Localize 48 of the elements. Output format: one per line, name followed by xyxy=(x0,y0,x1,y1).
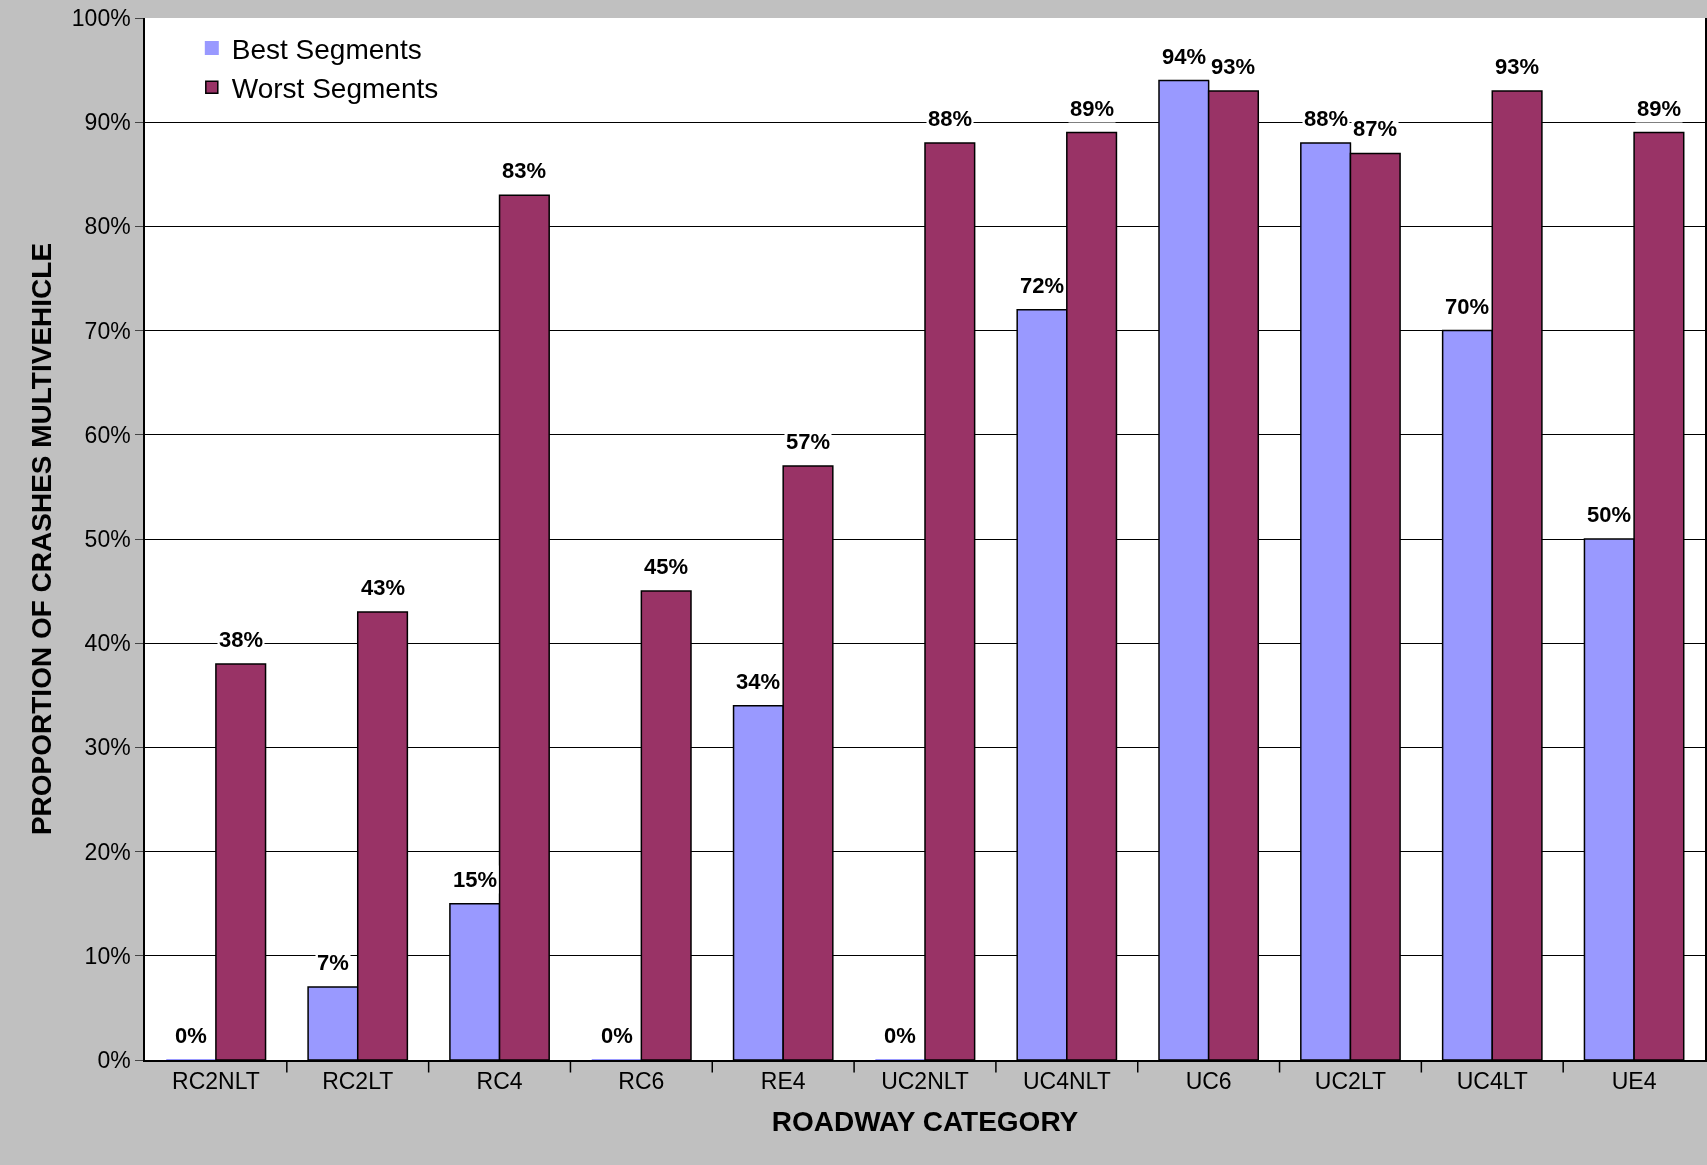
y-tick-label: 90% xyxy=(84,109,131,136)
data-label: 57% xyxy=(786,429,831,454)
data-label: 88% xyxy=(1304,106,1349,131)
data-label: 50% xyxy=(1587,502,1632,527)
y-tick-label: 100% xyxy=(71,5,131,32)
y-tick-label: 60% xyxy=(84,421,131,448)
data-label: 88% xyxy=(928,106,973,131)
x-tick-label: RC2NLT xyxy=(172,1068,260,1095)
data-label: 34% xyxy=(736,669,781,694)
data-label: 72% xyxy=(1020,273,1065,298)
data-label: 38% xyxy=(219,627,264,652)
x-tick-label: UE4 xyxy=(1611,1068,1657,1095)
y-tick-label: 30% xyxy=(84,734,131,761)
data-label: 70% xyxy=(1445,294,1490,319)
y-tick-label: 40% xyxy=(84,630,131,657)
x-tick-label: UC2NLT xyxy=(881,1068,969,1095)
data-label: 93% xyxy=(1211,54,1256,79)
x-tick-label: UC2LT xyxy=(1314,1068,1387,1095)
x-tick-label: RC6 xyxy=(618,1068,665,1095)
x-tick-label: RE4 xyxy=(760,1068,806,1095)
y-axis-title: PROPORTION OF CRASHES MULTIVEHICLE xyxy=(26,242,58,836)
data-label: 7% xyxy=(317,950,349,975)
y-tick-label: 10% xyxy=(84,942,131,969)
y-tick-label: 0% xyxy=(97,1047,131,1074)
data-label: 43% xyxy=(361,575,406,600)
x-tick-label: UC6 xyxy=(1185,1068,1232,1095)
data-label: 0% xyxy=(601,1023,633,1048)
legend-label: Best Segments xyxy=(231,33,422,65)
data-label: 15% xyxy=(453,867,498,892)
y-tick-label: 80% xyxy=(84,213,131,240)
data-label: 89% xyxy=(1070,96,1115,121)
x-tick-label: UC4LT xyxy=(1456,1068,1528,1095)
y-tick-label: 70% xyxy=(84,317,131,344)
data-label: 0% xyxy=(175,1023,207,1048)
x-axis-title: ROADWAY CATEGORY xyxy=(771,1105,1079,1137)
data-label: 87% xyxy=(1353,116,1398,141)
x-tick-label: RC4 xyxy=(476,1068,523,1095)
legend-label: Worst Segments xyxy=(231,73,439,105)
data-label: 93% xyxy=(1495,54,1540,79)
x-tick-label: RC2LT xyxy=(322,1068,394,1095)
y-tick-label: 20% xyxy=(84,838,131,865)
data-label: 94% xyxy=(1162,44,1207,69)
data-label: 83% xyxy=(502,158,547,183)
x-tick-label: UC4NLT xyxy=(1022,1068,1111,1095)
data-label: 0% xyxy=(884,1023,916,1048)
data-label: 89% xyxy=(1637,96,1682,121)
y-tick-label: 50% xyxy=(84,526,131,553)
data-label: 45% xyxy=(644,554,689,579)
